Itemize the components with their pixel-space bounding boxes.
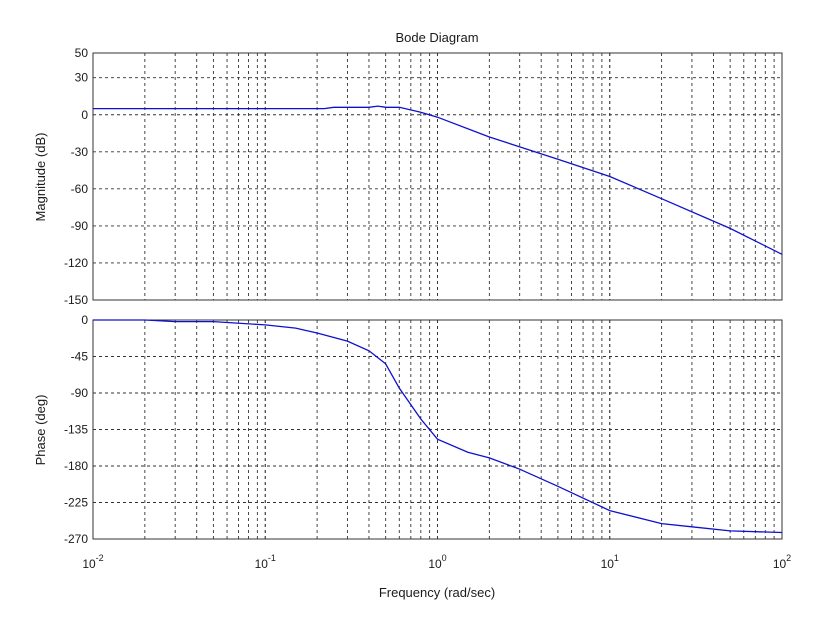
magnitude-y-tick-label: -90 (71, 219, 89, 233)
phase-grid (93, 320, 782, 539)
magnitude-y-tick-label: 30 (75, 71, 89, 85)
x-tick-label: 101 (601, 553, 619, 571)
phase-series-line (93, 319, 783, 534)
phase-y-tick-label: -135 (64, 423, 88, 437)
phase-y-tick-label: -45 (71, 350, 89, 364)
x-tick-label: 10-2 (82, 553, 103, 571)
phase-axes (92, 319, 783, 540)
phase-y-ticks: 0 -45 -90 -135 -180 -225 -270 (64, 313, 88, 546)
magnitude-y-tick-label: -150 (64, 293, 88, 307)
phase-y-tick-label: -90 (71, 386, 89, 400)
phase-y-label: Phase (deg) (33, 395, 48, 466)
x-axis-label: Frequency (rad/sec) (379, 585, 495, 600)
x-tick-label: 10-1 (255, 553, 276, 571)
phase-y-tick-label: -180 (64, 459, 88, 473)
magnitude-grid (93, 53, 782, 300)
magnitude-y-tick-label: 0 (81, 108, 88, 122)
magnitude-y-label: Magnitude (dB) (33, 133, 48, 222)
magnitude-y-tick-label: -30 (71, 145, 89, 159)
magnitude-y-tick-label: -120 (64, 256, 88, 270)
phase-y-tick-label: 0 (81, 313, 88, 327)
chart-title: Bode Diagram (395, 30, 478, 45)
magnitude-y-tick-label: -60 (71, 182, 89, 196)
x-tick-label: 100 (428, 553, 446, 571)
magnitude-series-line (93, 105, 783, 255)
phase-y-tick-label: -270 (64, 532, 88, 546)
magnitude-axes (92, 52, 783, 301)
magnitude-y-tick-label: 50 (75, 46, 89, 60)
phase-y-tick-label: -225 (64, 496, 88, 510)
magnitude-y-ticks: 50 30 0 -30 -60 -90 -120 -150 (64, 46, 88, 307)
x-ticks: 10-2 10-1 100 101 102 (82, 553, 791, 571)
x-tick-label: 102 (773, 553, 791, 571)
